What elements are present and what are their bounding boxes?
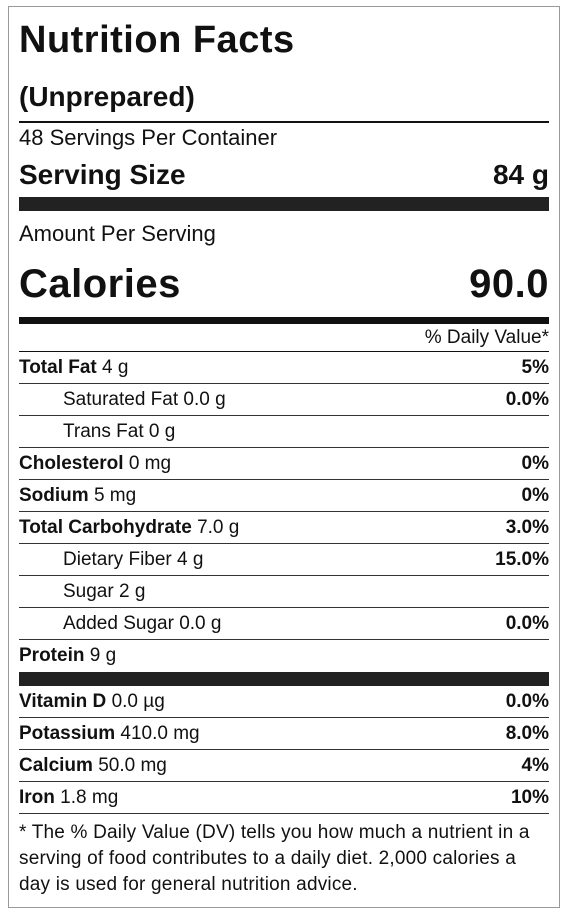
nutrient-row: Saturated Fat 0.0 g 0.0% <box>19 384 549 416</box>
nutrient-name: Saturated Fat <box>63 388 179 410</box>
nutrient-amount: 0 mg <box>128 452 172 474</box>
nutrient-amount: 0.0 µg <box>111 690 165 712</box>
nutrient-name: Sodium <box>19 484 89 506</box>
nutrient-name: Potassium <box>19 722 116 744</box>
daily-value: 3.0% <box>505 516 549 538</box>
nutrient-amount: 0.0 g <box>183 388 226 410</box>
nutrient-amount: 0 g <box>148 420 176 442</box>
nutrient: Potassium 410.0 mg <box>19 723 200 745</box>
calories-label: Calories <box>19 261 181 306</box>
title: Nutrition Facts <box>19 18 295 61</box>
nutrient: Saturated Fat 0.0 g <box>63 389 226 411</box>
nutrient-row: Calcium 50.0 mg 4% <box>19 750 549 782</box>
nutrient: Sugar 2 g <box>63 581 145 603</box>
nutrient-row: Protein 9 g <box>19 640 549 686</box>
nutrient-name: Dietary Fiber <box>63 548 172 570</box>
nutrient: Trans Fat 0 g <box>63 421 175 443</box>
nutrient: Total Fat 4 g <box>19 357 128 379</box>
nutrient-amount: 7.0 g <box>197 516 240 538</box>
nutrient-amount: 1.8 mg <box>60 786 119 808</box>
nutrient-row: Potassium 410.0 mg 8.0% <box>19 718 549 750</box>
nutrient-name: Added Sugar <box>63 612 174 634</box>
nutrient-row: Sugar 2 g <box>19 576 549 608</box>
nutrient-name: Vitamin D <box>19 690 107 712</box>
daily-value: 5% <box>521 356 549 378</box>
nutrient: Protein 9 g <box>19 645 116 667</box>
nutrient: Dietary Fiber 4 g <box>63 549 203 571</box>
nutrient-amount: 410.0 mg <box>120 722 200 744</box>
nutrient-row: Cholesterol 0 mg 0% <box>19 448 549 480</box>
serving-size-label: Serving Size <box>19 159 186 190</box>
nutrient-row: Trans Fat 0 g <box>19 416 549 448</box>
nutrient: Cholesterol 0 mg <box>19 453 171 475</box>
nutrient-name: Protein <box>19 645 85 666</box>
footnote: * The % Daily Value (DV) tells you how m… <box>19 822 530 895</box>
nutrient: Iron 1.8 mg <box>19 787 118 809</box>
nutrition-label: Nutrition Facts (Unprepared) 48 Servings… <box>8 6 560 908</box>
nutrient-name: Trans Fat <box>63 420 144 442</box>
nutrient-amount: 4 g <box>102 356 129 378</box>
daily-value: 0.0% <box>505 612 549 634</box>
nutrient: Calcium 50.0 mg <box>19 755 167 777</box>
daily-value: 0% <box>521 452 549 474</box>
subtitle: (Unprepared) <box>19 73 549 123</box>
nutrient-row: Iron 1.8 mg 10% <box>19 782 549 814</box>
nutrient-amount: 9 g <box>89 645 117 666</box>
daily-value: 0% <box>521 484 549 506</box>
nutrient-row: Dietary Fiber 4 g 15.0% <box>19 544 549 576</box>
nutrient-row: Total Carbohydrate 7.0 g 3.0% <box>19 512 549 544</box>
servings: 48 Servings Per Container <box>19 125 278 150</box>
nutrient-name: Cholesterol <box>19 452 124 474</box>
daily-value: 10% <box>510 786 549 808</box>
nutrient: Sodium 5 mg <box>19 485 136 507</box>
daily-value: 15.0% <box>495 548 549 570</box>
calories-value: 90.0 <box>469 261 549 306</box>
nutrient-amount: 5 mg <box>93 484 137 506</box>
nutrient-name: Iron <box>19 786 55 808</box>
nutrient-rows: Total Fat 4 g 5% Saturated Fat 0.0 g 0.0% Tr… <box>19 352 549 814</box>
serving-size-value: 84 g <box>492 159 549 190</box>
nutrient-name: Total Carbohydrate <box>19 516 192 538</box>
nutrient-name: Total Fat <box>19 356 97 378</box>
daily-value: 8.0% <box>505 722 549 744</box>
nutrient-amount: 2 g <box>118 580 146 602</box>
nutrient-amount: 50.0 mg <box>98 754 167 776</box>
daily-value: 0.0% <box>505 388 549 410</box>
nutrient: Vitamin D 0.0 µg <box>19 691 165 713</box>
nutrient-name: Calcium <box>19 754 93 776</box>
daily-value-header: % Daily Value* <box>19 324 549 352</box>
nutrient-amount: 0.0 g <box>179 612 222 634</box>
nutrient-name: Sugar <box>63 580 114 602</box>
nutrient-row: Added Sugar 0.0 g 0.0% <box>19 608 549 640</box>
nutrient-amount: 4 g <box>177 548 204 570</box>
nutrient-row: Total Fat 4 g 5% <box>19 352 549 384</box>
nutrient: Total Carbohydrate 7.0 g <box>19 517 239 539</box>
nutrient-row: Vitamin D 0.0 µg 0.0% <box>19 686 549 718</box>
amount-per-serving: Amount Per Serving <box>19 221 216 246</box>
nutrient-row: Sodium 5 mg 0% <box>19 480 549 512</box>
daily-value: 0.0% <box>505 690 549 712</box>
calories: Calories 90.0 <box>19 251 549 324</box>
daily-value: 4% <box>521 754 549 776</box>
nutrient: Added Sugar 0.0 g <box>63 613 221 635</box>
serving-size: Serving Size 84 g <box>19 153 549 211</box>
